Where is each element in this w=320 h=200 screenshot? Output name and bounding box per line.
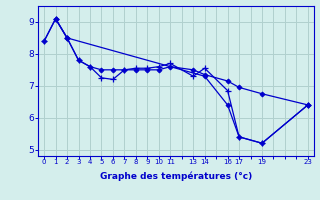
X-axis label: Graphe des températures (°c): Graphe des températures (°c): [100, 171, 252, 181]
